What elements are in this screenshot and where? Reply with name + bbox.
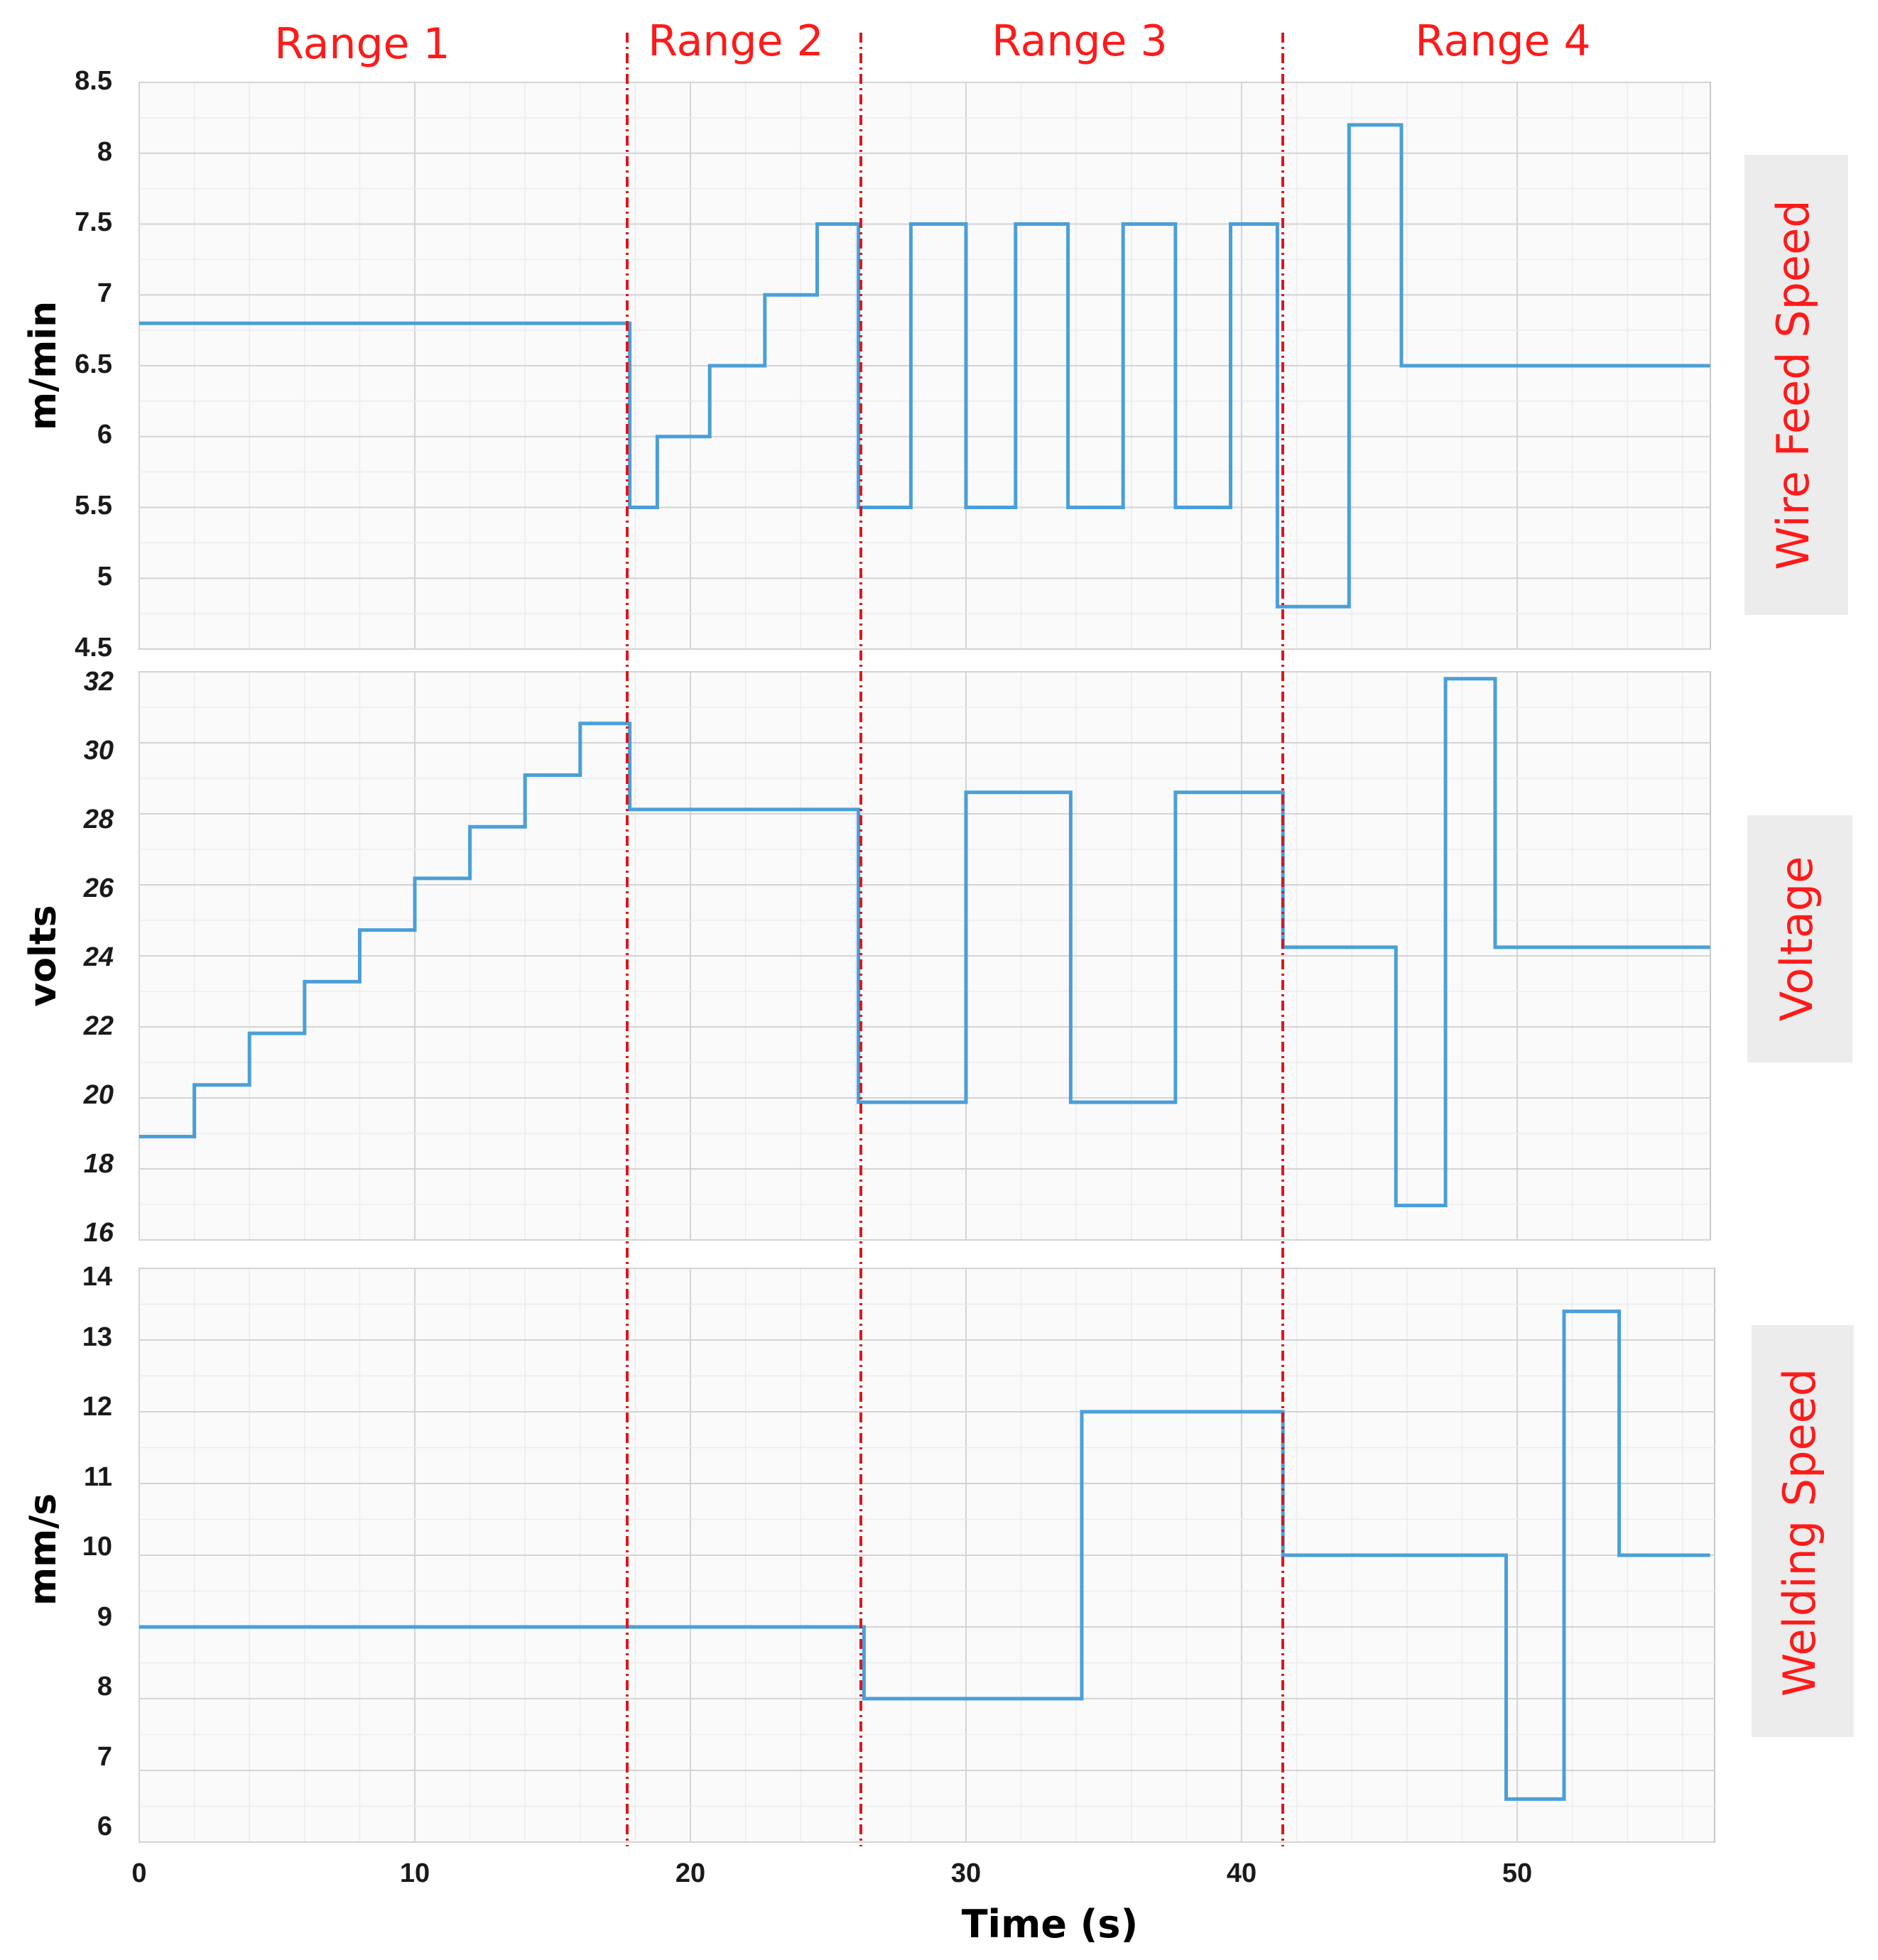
y-tick-label: 4.5 [75,633,112,663]
x-tick-label: 10 [400,1858,430,1888]
series-line-welding-speed [139,1310,1710,1801]
y-tick-label: 14 [82,1262,112,1292]
side-label: Wire Feed Speed [1767,200,1819,570]
y-tick-label: 5 [97,562,112,592]
y-tick-label: 32 [84,667,114,697]
y-tick-label: 18 [84,1149,114,1179]
grid-layer [139,1268,1715,1843]
x-axis: 0 10 20 30 40 50 Time (s) [131,1858,1532,1947]
side-label: Voltage [1771,856,1823,1022]
x-tick-label: 40 [1227,1858,1256,1888]
range-label: Range 1 [274,19,450,69]
y-tick-label: 10 [82,1532,112,1562]
y-tick-label: 6.5 [75,349,112,379]
grid-layer [139,82,1710,650]
y-axis-label: mm/s [22,1493,65,1606]
panel-voltage: 16 18 20 22 24 26 28 30 32 volts Voltage [22,667,1852,1248]
side-label-box [1747,815,1852,1062]
y-tick-label: 7.5 [75,207,112,237]
y-axis-label: m/min [22,301,65,430]
y-tick-label: 11 [84,1462,112,1492]
y-tick-labels: 16 18 20 22 24 26 28 30 32 [83,667,114,1248]
y-tick-label: 8.5 [75,66,112,96]
y-tick-label: 9 [97,1602,112,1632]
y-tick-labels: 4.5 5 5.5 6 6.5 7 7.5 8 8.5 [75,66,112,663]
range-label: Range 4 [1415,16,1590,66]
series-line-voltage [139,677,1710,1207]
x-tick-label: 30 [951,1858,981,1888]
side-label: Welding Speed [1774,1368,1825,1697]
x-tick-label: 50 [1502,1858,1532,1888]
y-axis-label: volts [22,905,65,1006]
y-tick-label: 22 [83,1011,114,1041]
x-axis-label: Time (s) [962,1902,1139,1947]
y-tick-label: 8 [97,137,112,167]
x-tick-label: 20 [675,1858,705,1888]
y-tick-label: 24 [83,942,114,972]
series-line-wire-feed-speed [139,123,1710,609]
y-tick-label: 30 [84,736,114,766]
grid-layer [139,671,1710,1241]
side-label-box [1744,155,1848,615]
y-tick-labels: 6 7 8 9 10 11 12 13 14 [82,1262,112,1841]
range-label: Range 2 [648,16,823,66]
y-tick-label: 12 [82,1392,112,1422]
y-tick-label: 5.5 [75,491,112,521]
y-tick-label: 13 [82,1322,112,1352]
y-tick-label: 8 [97,1672,112,1702]
panel-wire-feed-speed: 4.5 5 5.5 6 6.5 7 7.5 8 8.5 m/min Wire F… [22,66,1848,663]
y-tick-label: 20 [83,1080,114,1110]
panel-welding-speed: 6 7 8 9 10 11 12 13 14 mm/s Welding Spee… [22,1262,1854,1843]
y-tick-label: 28 [83,805,114,834]
x-tick-label: 0 [131,1858,146,1888]
y-tick-label: 16 [84,1218,114,1248]
y-tick-label: 7 [97,278,112,308]
range-markers: Range 1 Range 2 Range 3 Range 4 [274,16,1591,1846]
y-tick-label: 7 [97,1742,112,1772]
y-tick-label: 6 [97,420,112,450]
range-label: Range 3 [992,16,1167,66]
y-tick-label: 26 [83,873,114,903]
side-label-box [1752,1325,1854,1737]
y-tick-label: 6 [97,1812,112,1841]
